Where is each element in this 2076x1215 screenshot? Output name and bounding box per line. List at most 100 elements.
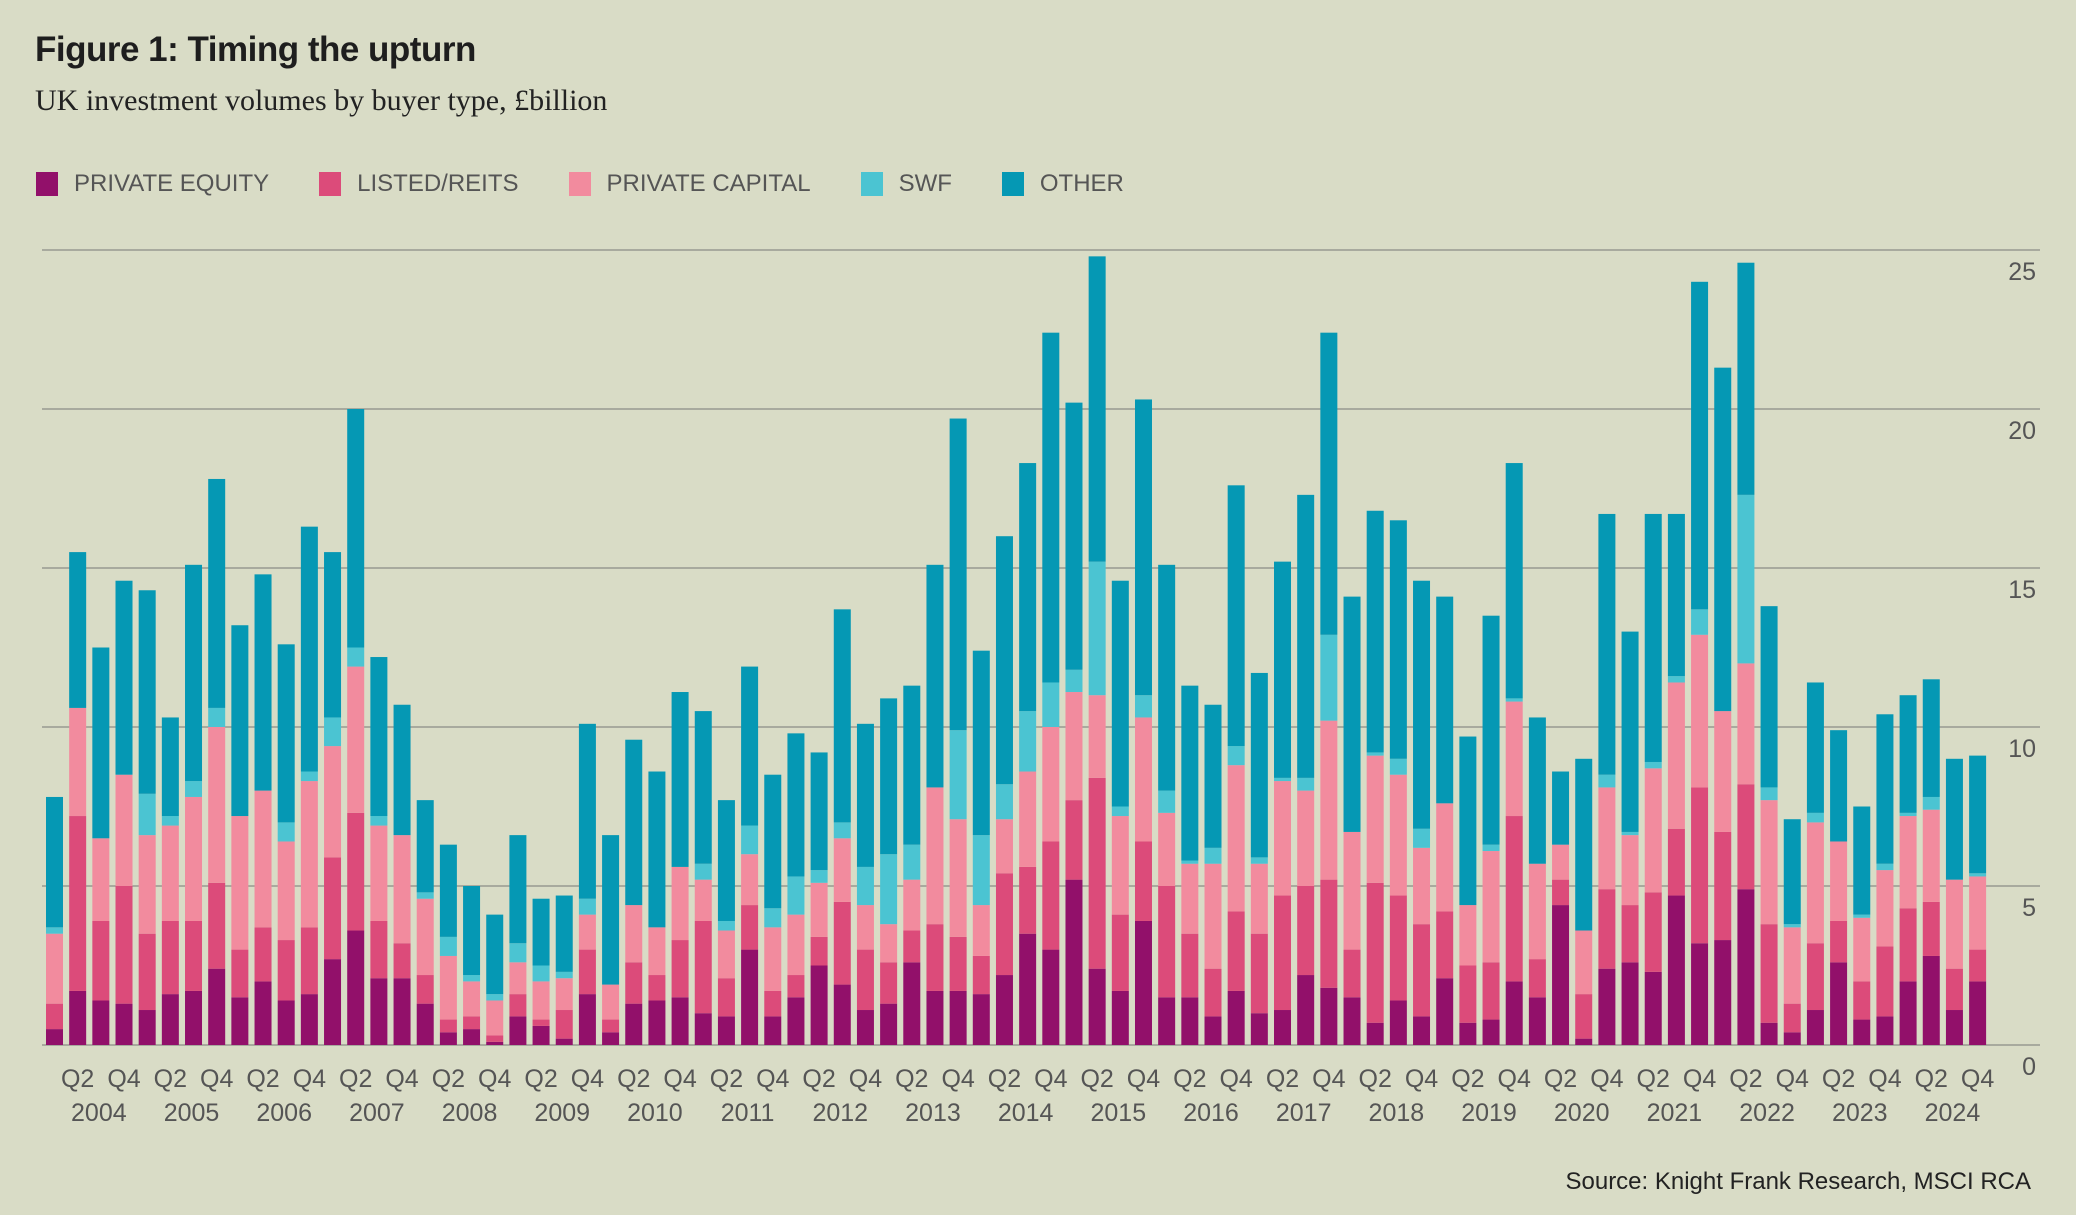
bar-segment-private-capital [1320,720,1338,880]
bar-segment-listed-reits [1134,841,1152,921]
bar-segment-swf [370,816,388,826]
bar-stack-2004-q3 [92,647,110,1045]
x-tick-label: Q4 [478,1065,511,1093]
legend-label-private-equity: PRIVATE EQUITY [74,170,270,197]
bar-stack-2009-q2 [532,898,550,1045]
bar-stack-2016-q3 [1204,704,1222,1045]
bar-stack-2019-q1 [1436,596,1454,1045]
bar-stack-2023-q3 [1853,806,1871,1045]
bar-segment-private-capital [625,905,643,963]
bar-segment-private-capital [1436,803,1454,912]
bar-segment-other [370,657,388,817]
bar-segment-listed-reits [787,975,805,998]
bar-segment-other [1714,367,1732,712]
bar-segment-private-equity [1019,933,1037,1045]
bar-segment-private-equity [764,1016,782,1045]
bar-segment-swf [972,835,990,906]
bar-segment-private-capital [439,955,457,1020]
bar-segment-other [161,717,179,817]
bar-segment-private-equity [926,990,944,1045]
x-tick-label: Q4 [385,1065,418,1093]
bar-segment-listed-reits [1783,1003,1801,1033]
x-tick-label: Q2 [1080,1065,1113,1093]
bar-stack-2013-q2 [903,685,921,1045]
x-tick-label: Q2 [1266,1065,1299,1093]
x-year-label: 2017 [1276,1099,1332,1127]
bar-segment-listed-reits [208,882,226,969]
bar-segment-listed-reits [1343,949,1361,998]
bar-segment-private-equity [1737,889,1755,1045]
bar-stack-2019-q2 [1459,736,1477,1045]
bar-stack-2015-q1 [1065,402,1083,1045]
x-year-label: 2010 [627,1099,683,1127]
bar-segment-other [277,644,295,823]
bar-segment-swf [1505,698,1523,702]
bar-segment-listed-reits [1830,920,1848,963]
bar-segment-other [1644,513,1662,762]
bar-stack-2012-q3 [833,609,851,1045]
bar-segment-listed-reits [1853,981,1871,1020]
bar-segment-other [1019,463,1037,712]
bar-segment-other [1343,596,1361,832]
x-tick-label: Q4 [1683,1065,1716,1093]
bar-segment-swf [1760,787,1778,801]
x-year-label: 2018 [1369,1099,1425,1127]
bar-stack-2024-q1 [1899,695,1917,1045]
bar-segment-listed-reits [1528,959,1546,998]
bar-segment-other [671,692,689,867]
bar-stack-2004-q4 [115,580,133,1045]
bar-segment-private-equity [949,990,967,1045]
bar-segment-private-equity [1436,978,1454,1045]
bar-segment-private-equity [972,994,990,1045]
bar-segment-private-equity [1922,955,1940,1045]
bar-segment-other [1436,596,1454,804]
x-tick-label: Q2 [1173,1065,1206,1093]
x-year-label: 2007 [349,1099,405,1127]
bar-segment-other [1320,332,1338,635]
bar-segment-swf [717,920,735,931]
bar-stack-2008-q2 [439,844,457,1045]
x-tick-label: Q4 [200,1065,233,1093]
bar-segment-listed-reits [92,920,110,1001]
bar-segment-private-equity [1297,975,1315,1045]
bar-stack-2012-q4 [856,723,874,1045]
legend-item-other: OTHER [1001,170,1124,198]
bar-segment-private-capital [1853,917,1871,982]
x-year-label: 2024 [1925,1099,1981,1127]
x-tick-label: Q2 [988,1065,1021,1093]
bar-segment-listed-reits [856,949,874,1011]
bar-segment-private-capital [1204,863,1222,969]
x-tick-label: Q4 [1312,1065,1345,1093]
bar-stack-2014-q3 [1019,463,1037,1045]
bar-segment-private-equity [509,1016,527,1045]
bar-stack-2011-q4 [764,774,782,1045]
bar-segment-private-capital [555,978,573,1011]
bar-segment-other [1969,755,1987,874]
bar-segment-listed-reits [1737,784,1755,890]
bar-segment-private-capital [1876,870,1894,947]
bar-segment-listed-reits [1621,905,1639,963]
bar-segment-other [1204,704,1222,848]
bar-segment-other [92,647,110,839]
bar-segment-private-equity [880,1003,898,1045]
bar-segment-listed-reits [138,933,156,1011]
bar-stack-2023-q1 [1806,682,1824,1045]
x-tick-label: Q4 [571,1065,604,1093]
x-tick-label: Q2 [1729,1065,1762,1093]
x-tick-label: Q2 [246,1065,279,1093]
bar-segment-swf [324,717,342,747]
bar-segment-private-capital [1552,844,1570,880]
bar-segment-listed-reits [463,1016,481,1030]
bar-segment-swf [1042,682,1060,727]
x-year-label: 2014 [998,1099,1054,1127]
bar-segment-private-capital [717,930,735,979]
y-tick-label: 25 [2008,258,2036,286]
bar-segment-listed-reits [1691,787,1709,944]
bar-segment-listed-reits [1088,777,1106,969]
bar-segment-other [949,418,967,731]
bar-segment-private-capital [300,781,318,928]
y-tick-label: 10 [2008,735,2036,763]
bar-segment-private-capital [161,825,179,921]
bar-segment-private-capital [856,905,874,950]
bar-segment-listed-reits [1297,886,1315,976]
